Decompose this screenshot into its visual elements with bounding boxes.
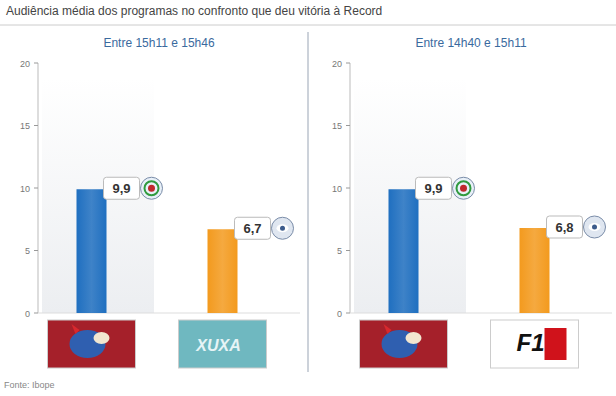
- y-tick: [34, 125, 38, 126]
- bar: [77, 189, 107, 313]
- source: Fonte: Ibope: [4, 380, 55, 390]
- y-tick-label: 20: [332, 59, 342, 69]
- category-logo: [179, 320, 267, 368]
- bar: [389, 189, 419, 313]
- channel-logo-dot: [460, 185, 467, 192]
- logo-shape: [406, 332, 422, 344]
- channel-logo-dot: [592, 225, 597, 230]
- header-rule: [0, 25, 616, 26]
- logo-shape: [384, 324, 392, 334]
- y-tick-label: 0: [25, 309, 30, 319]
- category-logo: [48, 320, 136, 368]
- y-tick: [346, 63, 350, 64]
- channel-logo-lens: [277, 224, 289, 232]
- logo-shape: [94, 332, 110, 344]
- data-label-box: [416, 177, 452, 199]
- y-tick-label: 10: [20, 184, 30, 194]
- bars: [77, 189, 238, 313]
- channel-logo-lens: [589, 223, 601, 231]
- y-tick: [34, 313, 38, 314]
- panel-divider: [308, 32, 309, 372]
- y-tick: [346, 125, 350, 126]
- panel: Entre 15h11 e 15h46 0 5 10 15 20 9,9 6,7 XUXA: [20, 36, 300, 368]
- bars: [389, 189, 550, 313]
- channel-logo: [584, 216, 606, 238]
- y-tick-label: 5: [25, 246, 30, 256]
- logo-shape: [72, 324, 80, 334]
- y-tick-label: 0: [337, 309, 342, 319]
- y-tick-label: 20: [20, 59, 30, 69]
- panel-title: Entre 15h11 e 15h46: [103, 36, 215, 50]
- y-tick: [346, 250, 350, 251]
- y-tick: [34, 63, 38, 64]
- y-tick: [34, 188, 38, 189]
- channel-logo: [453, 177, 475, 199]
- background: [354, 78, 466, 313]
- channel-logo-dot: [280, 226, 285, 231]
- data-label: 9,9: [424, 181, 442, 196]
- y-tick-label: 10: [332, 184, 342, 194]
- logo-shape: [545, 328, 567, 360]
- background: [42, 78, 154, 313]
- channel-logo-dot: [148, 185, 155, 192]
- channel-logo: [272, 217, 294, 239]
- data-label: 9,9: [112, 181, 130, 196]
- data-label: 6,8: [555, 220, 573, 235]
- y-tick-label: 5: [337, 246, 342, 256]
- channel-logo-ring: [145, 181, 159, 195]
- data-label-box: [235, 217, 271, 239]
- channel-logo: [141, 177, 163, 199]
- category-logo: [360, 320, 448, 368]
- chart-svg: Audiência média dos programas no confron…: [0, 0, 616, 396]
- bar: [208, 229, 238, 313]
- channel-logo-ring: [457, 181, 471, 195]
- y-tick: [346, 313, 350, 314]
- y-tick-label: 15: [332, 121, 342, 131]
- category-label: XUXA: [195, 337, 240, 354]
- main-title: Audiência média dos programas no confron…: [6, 4, 382, 18]
- data-label-box: [547, 216, 583, 238]
- chart-root: Audiência média dos programas no confron…: [0, 0, 616, 396]
- data-label-box: [104, 177, 140, 199]
- y-tick: [346, 188, 350, 189]
- bar: [520, 228, 550, 313]
- y-tick-label: 15: [20, 121, 30, 131]
- panel-title: Entre 14h40 e 15h11: [415, 36, 527, 50]
- panel: Entre 14h40 e 15h11 0 5 10 15 20 9,9 6,8 F1: [332, 36, 612, 368]
- y-tick: [34, 250, 38, 251]
- data-label: 6,7: [243, 221, 261, 236]
- category-logo: [491, 320, 579, 368]
- category-label: F1: [516, 329, 544, 356]
